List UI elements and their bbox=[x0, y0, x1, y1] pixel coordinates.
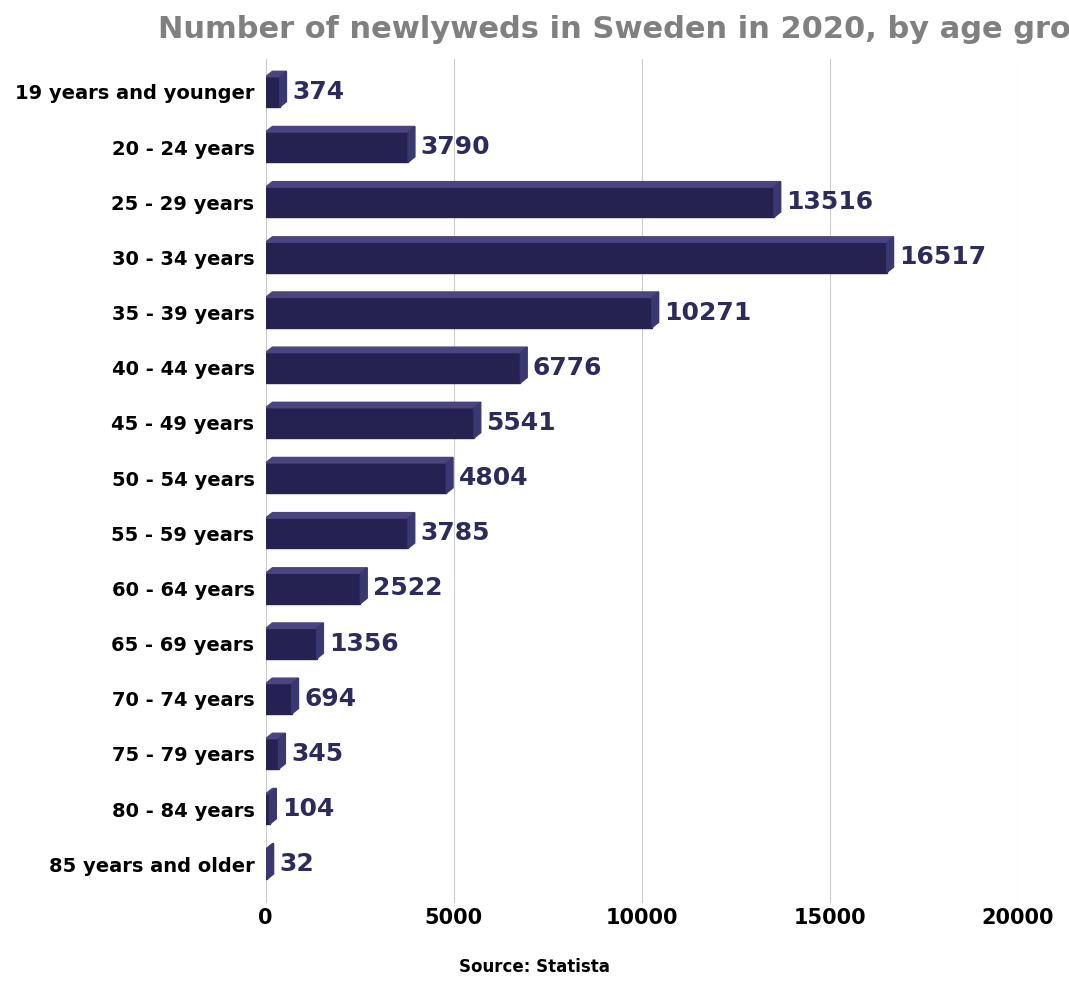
Text: 345: 345 bbox=[291, 742, 343, 766]
Title: Number of newlyweds in Sweden in 2020, by age group.: Number of newlyweds in Sweden in 2020, b… bbox=[158, 15, 1069, 44]
Bar bbox=[265, 463, 446, 493]
Bar bbox=[265, 573, 360, 604]
Polygon shape bbox=[265, 789, 276, 793]
Polygon shape bbox=[269, 789, 276, 824]
Polygon shape bbox=[521, 347, 527, 383]
Polygon shape bbox=[265, 403, 481, 408]
Text: 104: 104 bbox=[282, 797, 335, 821]
Text: 374: 374 bbox=[292, 80, 344, 104]
Bar bbox=[265, 298, 652, 328]
Bar bbox=[265, 132, 408, 162]
Polygon shape bbox=[292, 679, 298, 714]
Polygon shape bbox=[265, 127, 415, 132]
Bar bbox=[265, 353, 521, 383]
Polygon shape bbox=[408, 127, 415, 162]
Bar bbox=[265, 793, 269, 824]
Text: Source: Statista: Source: Statista bbox=[459, 958, 610, 976]
Polygon shape bbox=[446, 458, 453, 493]
Bar bbox=[265, 188, 774, 217]
Polygon shape bbox=[265, 237, 894, 243]
Text: 3785: 3785 bbox=[420, 521, 490, 545]
Bar bbox=[265, 77, 280, 107]
Polygon shape bbox=[474, 403, 481, 438]
Bar bbox=[265, 683, 292, 714]
Polygon shape bbox=[265, 568, 368, 573]
Text: 1356: 1356 bbox=[329, 631, 399, 656]
Polygon shape bbox=[265, 182, 780, 188]
Polygon shape bbox=[774, 182, 780, 217]
Polygon shape bbox=[265, 734, 285, 738]
Polygon shape bbox=[265, 347, 527, 353]
Polygon shape bbox=[267, 844, 274, 880]
Text: 3790: 3790 bbox=[420, 136, 491, 159]
Polygon shape bbox=[265, 844, 274, 849]
Text: 13516: 13516 bbox=[787, 191, 873, 214]
Text: 16517: 16517 bbox=[899, 246, 987, 269]
Polygon shape bbox=[265, 623, 324, 628]
Bar bbox=[265, 518, 408, 548]
Polygon shape bbox=[280, 72, 286, 107]
Polygon shape bbox=[265, 458, 453, 463]
Text: 10271: 10271 bbox=[664, 300, 752, 325]
Polygon shape bbox=[408, 513, 415, 548]
Polygon shape bbox=[316, 623, 324, 659]
Polygon shape bbox=[652, 292, 659, 328]
Bar bbox=[265, 628, 316, 659]
Bar bbox=[265, 243, 887, 273]
Bar bbox=[265, 849, 267, 880]
Text: 4804: 4804 bbox=[459, 466, 528, 490]
Bar bbox=[265, 738, 279, 769]
Text: 6776: 6776 bbox=[532, 355, 602, 380]
Text: 694: 694 bbox=[304, 686, 356, 711]
Text: 32: 32 bbox=[279, 852, 314, 876]
Text: 5541: 5541 bbox=[486, 410, 556, 435]
Polygon shape bbox=[265, 292, 659, 298]
Polygon shape bbox=[360, 568, 368, 604]
Polygon shape bbox=[265, 679, 298, 683]
Polygon shape bbox=[279, 734, 285, 769]
Polygon shape bbox=[887, 237, 894, 273]
Polygon shape bbox=[265, 72, 286, 77]
Polygon shape bbox=[265, 513, 415, 518]
Text: 2522: 2522 bbox=[373, 576, 443, 600]
Bar bbox=[265, 408, 474, 438]
